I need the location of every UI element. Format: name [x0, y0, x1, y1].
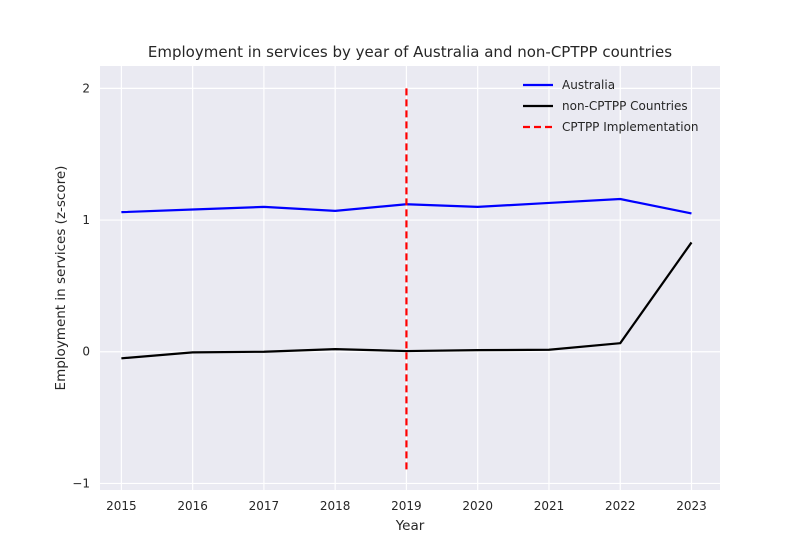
- series-line-1: [121, 241, 693, 360]
- y-axis-label: Employment in services (z-score): [53, 166, 69, 391]
- y-ticks: −1 0 1 2: [72, 81, 90, 490]
- legend: Australia non-CPTPP Countries CPTPP Implem…: [523, 78, 699, 134]
- y-tick-label: −1: [72, 476, 90, 490]
- x-tick-label: 2019: [391, 499, 422, 513]
- series-lines: [121, 88, 693, 471]
- plot-area: [100, 66, 720, 490]
- x-tick-label: 2015: [106, 499, 137, 513]
- chart-title: Employment in services by year of Austra…: [148, 43, 672, 61]
- x-tick-label: 2022: [605, 499, 636, 513]
- x-tick-label: 2021: [534, 499, 565, 513]
- legend-label: Australia: [562, 78, 615, 92]
- y-tick-label: 1: [82, 213, 90, 227]
- y-tick-label: 2: [82, 81, 90, 95]
- legend-label: non-CPTPP Countries: [562, 99, 688, 113]
- x-tick-label: 2016: [177, 499, 208, 513]
- legend-label: CPTPP Implementation: [562, 120, 699, 134]
- x-tick-label: 2023: [676, 499, 707, 513]
- x-ticks: 2015 2016 2017 2018 2019 2020 2021 2022 2023: [106, 499, 707, 513]
- y-tick-label: 0: [82, 345, 90, 359]
- x-axis-label: Year: [395, 518, 425, 534]
- x-tick-label: 2018: [320, 499, 351, 513]
- x-tick-label: 2017: [249, 499, 280, 513]
- x-tick-label: 2020: [462, 499, 493, 513]
